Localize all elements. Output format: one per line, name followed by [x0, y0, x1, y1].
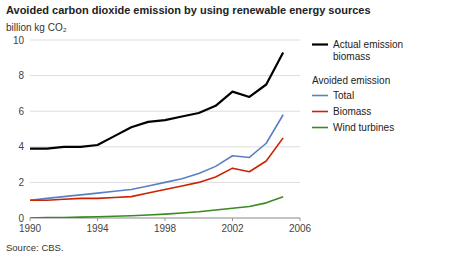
x-tick-label: 1998: [154, 223, 177, 234]
y-tick-label: 0: [18, 213, 24, 224]
grid-line: [30, 40, 300, 41]
plot-area: [30, 52, 283, 218]
x-tick-label: 1994: [86, 223, 109, 234]
source-note: Source: CBS.: [6, 242, 64, 253]
series-line: [30, 138, 283, 200]
legend-entry: Actual emissionbiomass: [333, 39, 403, 62]
x-tick-label: 1990: [19, 223, 42, 234]
chart: Avoided carbon dioxide emission by using…: [0, 0, 454, 257]
series-line: [30, 115, 283, 200]
y-tick-label: 10: [13, 35, 25, 46]
y-axis-label: billion kg CO₂: [6, 22, 67, 33]
y-tick-label: 8: [18, 70, 24, 81]
legend-swatch: [312, 43, 328, 45]
x-tick: [97, 218, 98, 221]
y-tick-label: 4: [18, 141, 24, 152]
x-tick: [232, 218, 233, 221]
series-line: [30, 52, 283, 148]
series-line: [30, 197, 283, 218]
y-tick-label: 2: [18, 177, 24, 188]
legend-title: Avoided emission: [312, 75, 390, 86]
legend-entry: Total: [333, 90, 354, 101]
legend-entry: Wind turbines: [333, 122, 394, 133]
x-tick: [300, 218, 301, 221]
grid-line: [30, 111, 300, 112]
title: Avoided carbon dioxide emission by using…: [6, 4, 371, 16]
x-tick: [30, 218, 31, 221]
legend-swatch: [312, 111, 328, 113]
grid-line: [30, 75, 300, 76]
legend-swatch: [312, 127, 328, 129]
x-tick-label: 2002: [221, 223, 244, 234]
legend-swatch: [312, 95, 328, 97]
x-tick-label: 2006: [289, 223, 312, 234]
y-tick-label: 6: [18, 106, 24, 117]
x-tick: [165, 218, 166, 221]
legend-entry: Biomass: [333, 106, 371, 117]
